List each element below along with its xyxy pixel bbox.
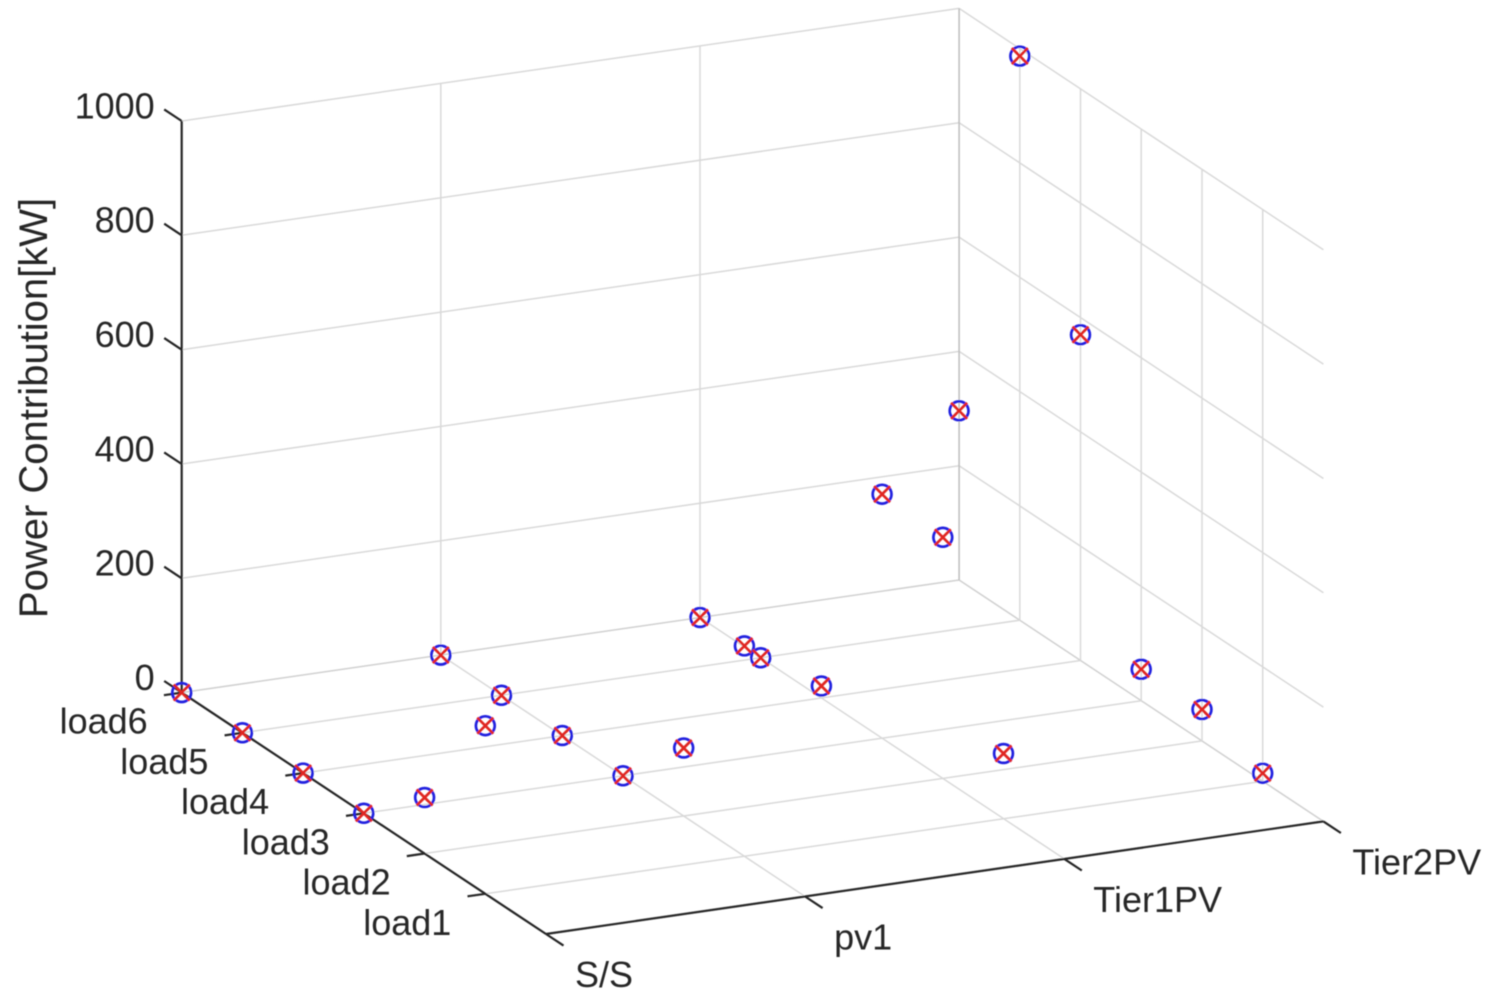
- svg-text:600: 600: [95, 314, 155, 355]
- svg-text:0: 0: [135, 657, 155, 698]
- svg-text:load6: load6: [60, 701, 148, 742]
- svg-text:Tier1PV: Tier1PV: [1093, 879, 1222, 920]
- svg-text:pv1: pv1: [834, 917, 892, 958]
- svg-text:Power Contribution[kW]: Power Contribution[kW]: [12, 198, 56, 618]
- svg-text:load4: load4: [181, 781, 269, 822]
- svg-text:load5: load5: [120, 741, 208, 782]
- svg-text:1000: 1000: [75, 85, 155, 126]
- svg-text:800: 800: [95, 200, 155, 241]
- svg-text:load2: load2: [303, 862, 391, 903]
- svg-text:200: 200: [95, 543, 155, 584]
- svg-text:load3: load3: [242, 821, 330, 862]
- svg-text:load1: load1: [363, 902, 451, 943]
- svg-text:S/S: S/S: [575, 954, 633, 995]
- svg-text:Tier2PV: Tier2PV: [1352, 841, 1481, 882]
- svg-text:400: 400: [95, 428, 155, 469]
